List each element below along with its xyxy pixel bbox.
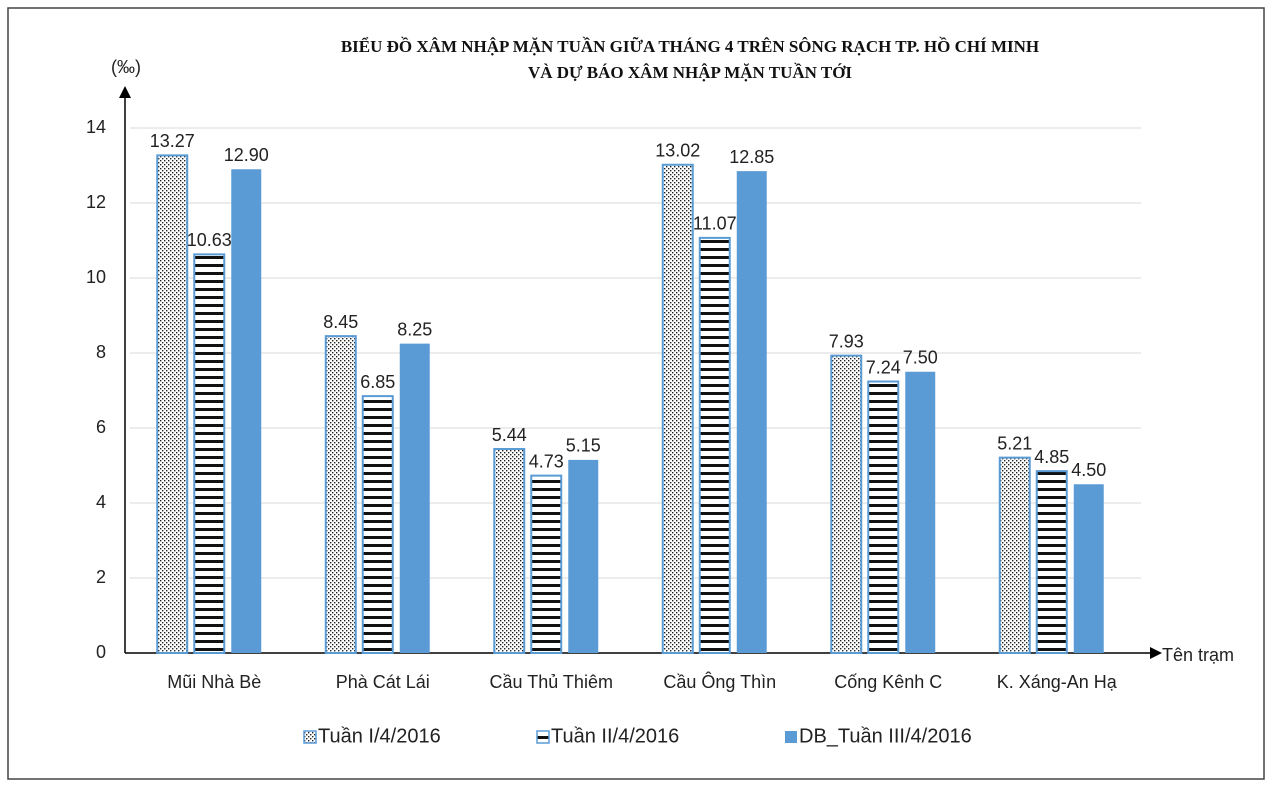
bar <box>830 354 863 654</box>
chart-title: VÀ DỰ BÁO XÂM NHẬP MẶN TUẦN TỚI <box>528 63 852 82</box>
y-axis-label: (‰) <box>111 57 141 77</box>
x-tick-label: Phà Cát Lái <box>336 672 430 692</box>
data-label: 10.63 <box>187 230 232 250</box>
data-label: 4.73 <box>529 451 564 471</box>
data-label: 4.50 <box>1071 460 1106 480</box>
bar <box>998 456 1031 654</box>
bar <box>324 335 357 654</box>
x-axis-label: Tên trạm <box>1162 645 1234 665</box>
data-label: 8.25 <box>397 319 432 339</box>
y-tick-label: 4 <box>96 492 106 512</box>
legend-swatch <box>303 730 317 744</box>
bar <box>193 253 226 654</box>
bar <box>698 236 731 654</box>
x-tick-label: Cầu Thủ Thiêm <box>490 672 613 692</box>
bar <box>1073 484 1104 653</box>
chart-title: BIỂU ĐỒ XÂM NHẬP MẶN TUẦN GIỮA THÁNG 4 T… <box>341 36 1039 56</box>
bar <box>493 448 526 654</box>
legend-swatch <box>785 731 797 743</box>
bar <box>568 459 599 653</box>
bar <box>156 154 189 654</box>
data-label: 12.85 <box>729 147 774 167</box>
bar <box>361 395 394 654</box>
data-label: 5.15 <box>566 436 601 456</box>
data-label: 7.93 <box>829 331 864 351</box>
x-tick-label: K. Xáng-An Hạ <box>997 672 1118 692</box>
legend-label: Tuần II/4/2016 <box>551 725 679 747</box>
data-label: 13.27 <box>150 131 195 151</box>
bar <box>231 169 262 653</box>
bar <box>736 171 767 653</box>
data-label: 7.24 <box>866 357 901 377</box>
y-tick-label: 2 <box>96 567 106 587</box>
data-label: 4.85 <box>1034 447 1069 467</box>
bar <box>530 474 563 654</box>
data-label: 8.45 <box>323 312 358 332</box>
data-label: 5.21 <box>997 433 1032 453</box>
bar <box>867 380 900 654</box>
y-tick-label: 6 <box>96 417 106 437</box>
data-label: 7.50 <box>903 348 938 368</box>
legend-swatch <box>536 730 550 744</box>
bar <box>399 343 430 653</box>
bar <box>661 163 694 654</box>
x-tick-label: Cống Kênh C <box>834 672 942 692</box>
y-tick-label: 12 <box>86 192 106 212</box>
x-tick-label: Mũi Nhà Bè <box>167 672 261 692</box>
legend-label: Tuần I/4/2016 <box>318 725 441 747</box>
y-tick-label: 8 <box>96 342 106 362</box>
bar <box>905 371 936 653</box>
legend-label: DB_Tuần III/4/2016 <box>799 725 972 747</box>
data-label: 11.07 <box>693 214 737 234</box>
y-tick-label: 14 <box>86 117 106 137</box>
x-tick-label: Cầu Ông Thìn <box>663 671 776 692</box>
bar <box>1035 470 1068 654</box>
data-label: 13.02 <box>655 141 700 161</box>
data-label: 12.90 <box>224 145 269 165</box>
y-tick-label: 0 <box>96 642 106 662</box>
y-tick-label: 10 <box>86 267 106 287</box>
data-label: 6.85 <box>360 372 395 392</box>
data-label: 5.44 <box>492 425 527 445</box>
